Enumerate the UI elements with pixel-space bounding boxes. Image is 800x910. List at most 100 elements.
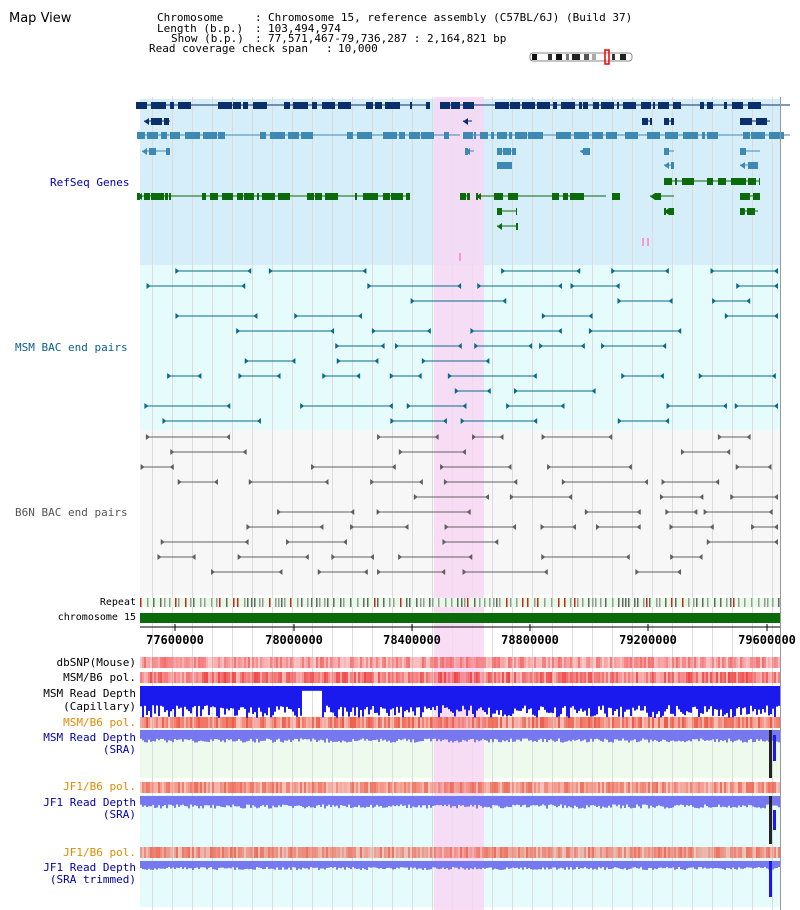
jf1-b6-pol-heat [316,782,318,793]
jf1-depth-sra-bar [390,796,392,807]
jf1-depth-trim-bar [772,861,774,870]
msm-b6-pol-heat [320,672,322,683]
jf1-depth-trim-bar [158,861,160,869]
b6n-bac-pair-end [418,479,423,485]
jf1-b6-pol-heat [616,782,618,793]
repeat-mark [714,598,716,607]
dbsnp-heat [178,657,180,668]
jf1-b6-pol2-heat [758,847,760,858]
dbsnp-heat [182,657,184,668]
jf1-b6-pol-heat [742,782,744,793]
jf1-b6-pol-heat [444,782,446,793]
msm-depth-sra-bar [350,730,352,742]
repeat-mark [628,598,630,607]
jf1-depth-sra-bar [192,796,194,807]
jf1-b6-pol-heat [438,782,440,793]
msm-depth-capillary-bar [524,686,526,706]
jf1-depth-trim-bar [690,861,692,868]
repeat-mark [688,598,690,607]
msm-depth-sra-bar [704,730,706,741]
msm-b6-pol-heat [548,672,550,683]
msm-depth-sra-bar [502,730,504,741]
dbsnp-heat [376,657,378,668]
jf1-depth-trim-bar [750,861,752,868]
msm-b6-pol-heat [580,672,582,683]
msm-b6-pol2-heat [424,717,426,728]
jf1-b6-pol2-heat [576,847,578,858]
msm-b6-pol-heat [748,672,750,683]
jf1-depth-sra-bar [570,796,572,808]
msm-b6-pol2-heat [776,717,778,728]
msm-depth-sra-bar [420,730,422,742]
dbsnp-heat [334,657,336,668]
dbsnp-heat [338,657,340,668]
jf1-b6-pol2-heat [664,847,666,858]
jf1-b6-pol-heat [562,782,564,793]
msm-b6-pol-heat [488,672,490,683]
jf1-depth-trim-bar [460,861,462,868]
msm-depth-sra-bar [256,730,258,739]
repeat-mark [675,598,677,607]
dbsnp-heat [426,657,428,668]
jf1-depth-sra-bar [708,796,710,808]
jf1-depth-sra-bar [320,796,322,807]
msm-depth-capillary-bar [352,686,354,708]
msm-b6-pol-heat [598,672,600,683]
refseq-gene-exon [151,102,166,109]
msm-b6-pol2-heat [670,717,672,728]
repeat-mark [544,598,546,607]
msm-b6-pol2-heat [726,717,728,728]
msm-b6-pol-heat [606,672,608,683]
dbsnp-heat [176,657,178,668]
msm-b6-pol2-heat [748,717,750,728]
msm-depth-sra-bar [278,730,280,739]
msm-depth-sra-bar [204,730,206,742]
jf1-b6-pol2-heat [222,847,224,858]
jf1-depth-trim-bar [278,861,280,870]
msm-b6-pol2-heat [702,717,704,728]
jf1-depth-sra-bar [364,796,366,808]
msm-b6-pol2-heat [570,717,572,728]
dbsnp-heat [688,657,690,668]
jf1-depth-trim-bar [682,861,684,870]
jf1-depth-sra-bar [448,796,450,805]
jf1-depth-spike [773,810,776,830]
jf1-b6-pol2-heat [636,847,638,858]
dbsnp-heat [736,657,738,668]
jf1-b6-pol-heat [210,782,212,793]
msm-depth-capillary-bar [568,686,570,718]
msm-depth-capillary-bar [514,686,516,709]
msm-b6-pol2-heat [656,717,658,728]
jf1-depth-trim-bar [230,861,232,869]
msm-bac-pair-end [236,328,241,334]
jf1-depth-trim-bar [488,861,490,868]
jf1-depth-sra-bar [764,796,766,809]
repeat-mark [479,598,481,607]
jf1-b6-pol2-heat [334,847,336,858]
jf1-b6-pol-heat [180,782,182,793]
msm-bac-pair-end [557,328,562,334]
msm-depth-capillary-bar [720,686,722,710]
msm-b6-pol-heat [262,672,264,683]
msm-depth-capillary-bar [652,686,654,712]
b6n-bac-pair-end [541,554,546,560]
jf1-depth-trim-bar [250,861,252,869]
msm-depth-capillary-bar [160,686,162,706]
msm-b6-pol-heat [288,672,290,683]
jf1-b6-pol-heat [550,782,552,793]
msm-depth-sra-bar [434,730,436,739]
dbsnp-heat [148,657,150,668]
msm-b6-pol2-heat [366,717,368,728]
jf1-depth-trim-bar [516,861,518,868]
msm-depth-sra-bar [614,730,616,740]
msm-b6-pol-heat [578,672,580,683]
dbsnp-heat [604,657,606,668]
repeat-mark [464,598,466,607]
jf1-b6-pol-heat [660,782,662,793]
dbsnp-heat [440,657,442,668]
jf1-depth-sra-bar [662,796,664,807]
msm-depth-sra-bar [340,730,342,743]
msm-depth-capillary-bar [744,686,746,708]
msm-b6-pol-heat [502,672,504,683]
